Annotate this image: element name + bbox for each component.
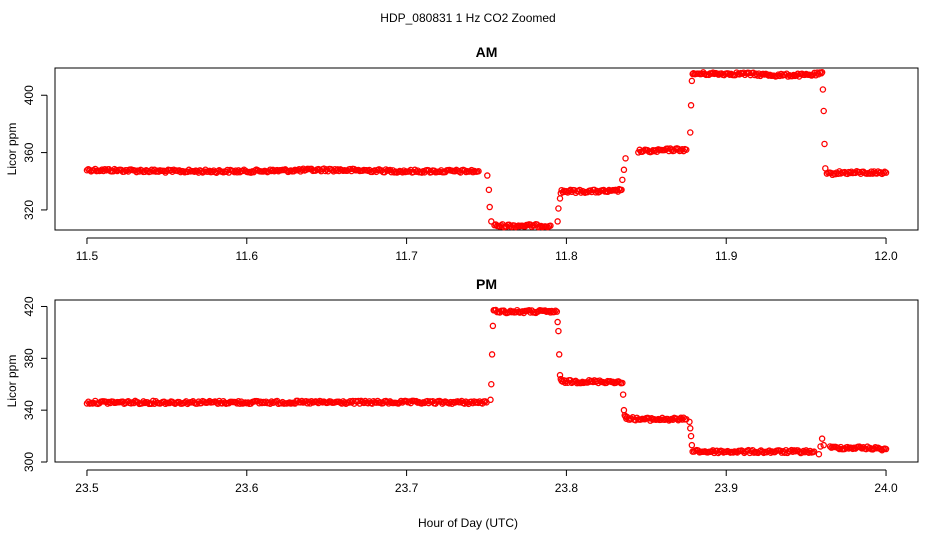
figure-title: HDP_080831 1 Hz CO2 Zoomed xyxy=(380,11,555,25)
data-point xyxy=(872,443,879,451)
data-point xyxy=(553,308,561,315)
data-point xyxy=(788,72,796,80)
data-point xyxy=(488,380,495,388)
x-tick-label: 11.9 xyxy=(715,249,738,263)
data-point xyxy=(298,397,306,405)
data-point xyxy=(555,327,562,335)
y-axis: 320 360 400 xyxy=(22,85,48,220)
x-tick-label: 23.5 xyxy=(75,481,99,495)
y-tick-label: 340 xyxy=(22,400,36,420)
y-axis-label: Licor ppm xyxy=(5,123,19,176)
x-axis-label: Hour of Day (UTC) xyxy=(418,516,518,530)
data-point xyxy=(101,165,109,173)
data-point xyxy=(554,318,561,326)
data-point xyxy=(556,371,564,379)
x-tick-label: 12.0 xyxy=(874,249,898,263)
data-point xyxy=(819,86,827,93)
data-point xyxy=(555,351,563,358)
x-tick-label: 24.0 xyxy=(874,481,898,495)
y-tick-label: 360 xyxy=(22,142,36,162)
plot-frame xyxy=(54,299,919,463)
panel-title: PM xyxy=(476,276,497,292)
pm-panel: PM 23.5 23.6 23.7 23.8 23.9 24.0 300 340 380 420 Li… xyxy=(5,276,919,495)
data-point xyxy=(882,169,890,176)
x-tick-label: 11.8 xyxy=(555,249,578,263)
data-point xyxy=(686,418,693,426)
data-point xyxy=(618,186,625,194)
data-point xyxy=(485,186,493,194)
data-point xyxy=(554,218,561,225)
data-point xyxy=(820,441,827,449)
am-panel: AM 11.5 11.6 11.7 11.8 11.9 12.0 320 360 400 Licor… xyxy=(5,44,919,263)
data-point xyxy=(818,435,826,442)
data-point xyxy=(687,425,694,432)
data-point xyxy=(489,322,497,330)
data-point xyxy=(547,222,554,229)
x-tick-label: 23.8 xyxy=(555,481,579,495)
data-points xyxy=(83,306,890,458)
x-tick-label: 11.5 xyxy=(76,249,99,263)
panel-title: AM xyxy=(476,44,498,60)
data-point xyxy=(488,218,495,225)
data-point xyxy=(882,445,890,453)
data-point xyxy=(619,391,627,398)
x-axis: 11.5 11.6 11.7 11.8 11.9 12.0 xyxy=(76,237,898,263)
y-tick-label: 400 xyxy=(22,85,36,105)
data-point xyxy=(767,449,774,456)
data-point xyxy=(484,172,491,179)
data-point xyxy=(475,167,482,175)
data-point xyxy=(487,396,494,404)
y-tick-label: 300 xyxy=(22,452,36,472)
x-tick-label: 11.7 xyxy=(395,249,418,263)
data-point xyxy=(821,140,828,148)
data-point xyxy=(810,448,818,455)
data-point xyxy=(688,441,696,449)
y-tick-label: 320 xyxy=(22,200,36,220)
data-point xyxy=(709,69,717,76)
data-point xyxy=(556,195,564,202)
y-tick-label: 420 xyxy=(22,296,36,316)
data-point xyxy=(818,69,826,76)
data-point xyxy=(820,107,827,115)
data-point xyxy=(488,351,496,358)
y-axis-label: Licor ppm xyxy=(5,355,19,408)
plot-frame xyxy=(54,67,919,231)
x-tick-label: 11.6 xyxy=(236,249,259,263)
data-point xyxy=(817,443,824,450)
data-point xyxy=(815,450,823,458)
data-point xyxy=(784,73,792,80)
x-tick-label: 23.6 xyxy=(235,481,259,495)
data-point xyxy=(555,205,562,212)
data-point xyxy=(486,203,493,211)
data-point xyxy=(587,187,594,194)
x-tick-label: 23.9 xyxy=(715,481,739,495)
x-tick-label: 23.7 xyxy=(395,481,419,495)
data-point xyxy=(687,432,695,440)
data-point xyxy=(396,399,403,406)
y-tick-label: 380 xyxy=(22,348,36,368)
data-point xyxy=(622,155,629,162)
data-points xyxy=(83,69,890,231)
data-point xyxy=(683,146,690,153)
data-point xyxy=(687,129,694,136)
data-point xyxy=(619,176,626,184)
data-point xyxy=(688,77,696,85)
data-point xyxy=(620,406,628,414)
data-point xyxy=(620,166,628,174)
data-point xyxy=(880,169,887,177)
data-point xyxy=(687,102,695,109)
y-axis: 300 340 380 420 xyxy=(22,296,48,472)
x-axis: 23.5 23.6 23.7 23.8 23.9 24.0 xyxy=(75,469,898,495)
data-point xyxy=(619,379,626,387)
data-point xyxy=(551,308,558,316)
